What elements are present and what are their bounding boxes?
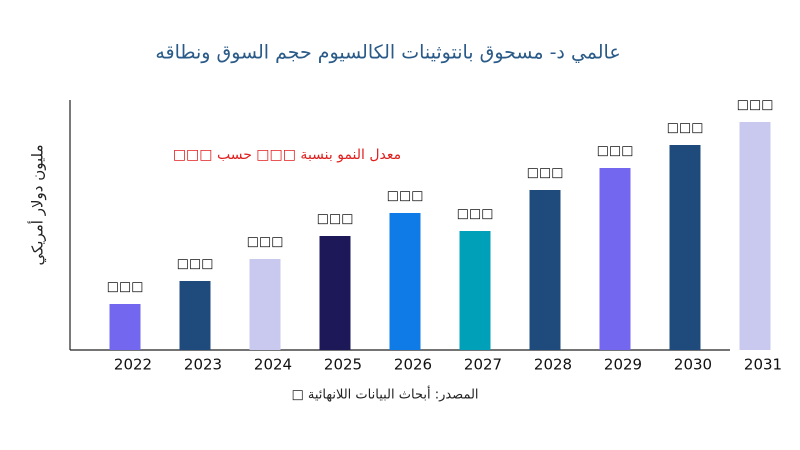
x-tick-label: 2027 xyxy=(464,356,502,374)
data-label: □□□ xyxy=(177,257,214,272)
x-tick-label: 2030 xyxy=(674,356,712,374)
x-tick-label: 2022 xyxy=(114,356,152,374)
bar xyxy=(109,304,141,350)
data-label: □□□ xyxy=(387,189,424,204)
data-label: □□□ xyxy=(247,235,284,250)
x-tick-label: 2029 xyxy=(604,356,642,374)
data-label: □□□ xyxy=(527,166,564,181)
bar xyxy=(389,213,421,350)
annotation: معدل النمو بنسبة □□□ حسب □□□ xyxy=(173,147,401,163)
source: المصدر: أبحاث البيانات اللانهائية □ xyxy=(291,386,478,403)
bar xyxy=(669,145,701,350)
data-label: □□□ xyxy=(667,121,704,136)
bar xyxy=(319,236,351,350)
x-tick-label: 2024 xyxy=(254,356,292,374)
data-label: □□□ xyxy=(107,280,144,295)
data-label: □□□ xyxy=(597,144,634,159)
x-tick-label: 2023 xyxy=(184,356,222,374)
bar xyxy=(459,231,491,350)
y-axis-label: مليون دولار أمريكي xyxy=(28,145,48,266)
x-tick-label: 2025 xyxy=(324,356,362,374)
bar xyxy=(529,190,561,350)
bar xyxy=(179,281,211,350)
data-label: □□□ xyxy=(457,207,494,222)
bar xyxy=(599,168,631,350)
x-tick-label: 2026 xyxy=(394,356,432,374)
bar xyxy=(739,122,771,350)
x-tick-label: 2028 xyxy=(534,356,572,374)
data-label: □□□ xyxy=(317,212,354,227)
data-label: □□□ xyxy=(737,98,774,113)
bar xyxy=(249,259,281,350)
x-tick-label: 2031 xyxy=(744,356,782,374)
chart-title: عالمي د- مسحوق بانتوثينات الكالسيوم حجم … xyxy=(155,42,620,64)
